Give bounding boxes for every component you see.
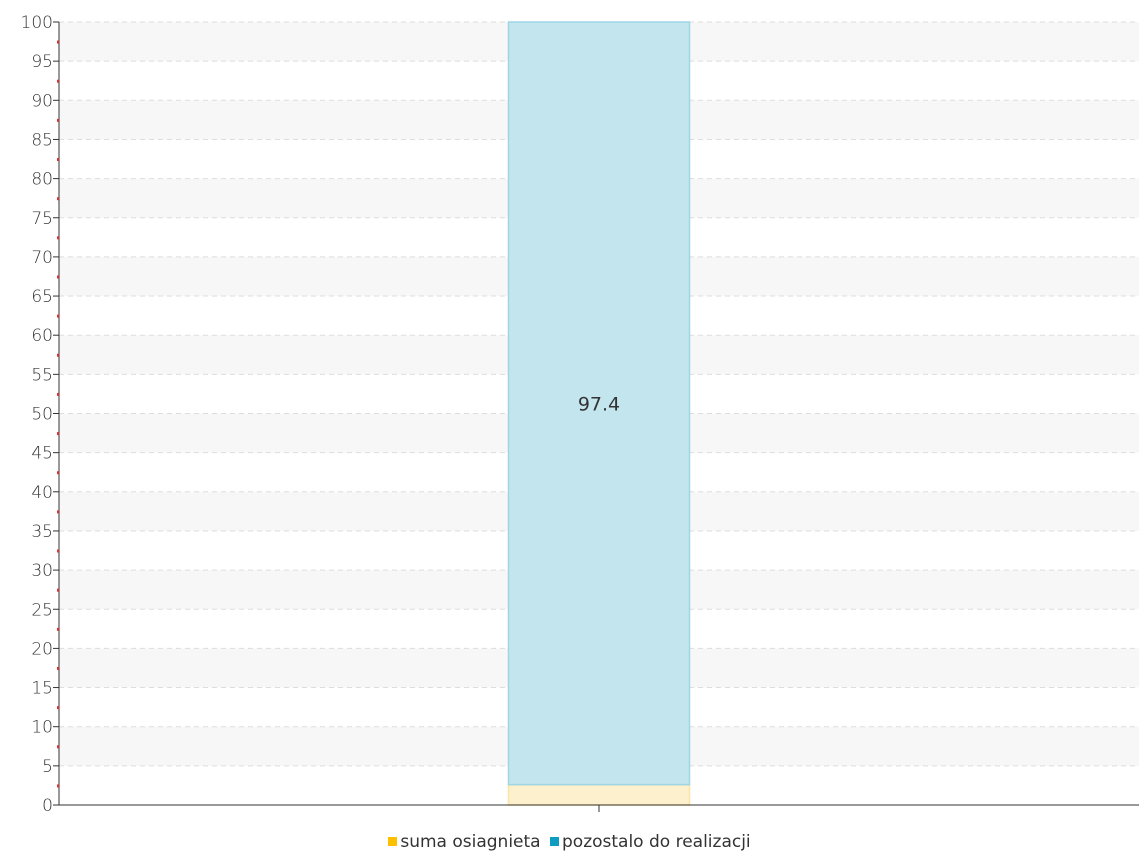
y-minor-marker <box>57 353 59 357</box>
bar-remaining[interactable] <box>507 21 691 786</box>
legend-item-remaining[interactable]: pozostalo do realizacji <box>550 832 751 852</box>
y-tick-label: 15 <box>31 679 53 699</box>
legend-swatch-remaining <box>550 837 559 846</box>
y-minor-marker <box>57 588 59 592</box>
legend-label-achieved: suma osiagnieta <box>400 832 541 852</box>
y-minor-marker <box>57 236 59 240</box>
y-tick-label: 20 <box>31 639 53 659</box>
y-tick-label: 95 <box>31 52 53 72</box>
y-tick-label: 85 <box>31 130 53 150</box>
y-minor-marker <box>57 79 59 83</box>
data-labels: 97.4 <box>578 393 620 415</box>
y-tick-label: 70 <box>31 248 53 268</box>
y-tick-label: 45 <box>31 444 53 464</box>
y-minor-marker <box>57 158 59 162</box>
y-tick-label: 10 <box>31 718 53 738</box>
y-axis-ticks: 0 5 10 15 20 25 30 35 40 45 50 55 60 65 70 75 80 85 90 95 10… <box>21 13 59 816</box>
y-tick-label: 75 <box>31 209 53 229</box>
y-minor-marker <box>57 432 59 436</box>
y-tick-label: 60 <box>31 326 53 346</box>
y-tick-label: 55 <box>31 365 53 385</box>
bar-achieved[interactable] <box>507 783 691 806</box>
legend-label-remaining: pozostalo do realizacji <box>562 832 751 852</box>
y-tick-label: 0 <box>42 796 53 816</box>
y-minor-marker <box>57 118 59 122</box>
y-tick-label: 65 <box>31 287 53 307</box>
y-minor-marker <box>57 549 59 553</box>
y-tick-label: 40 <box>31 483 53 503</box>
y-minor-marker <box>57 784 59 788</box>
y-tick-label: 80 <box>31 170 53 190</box>
y-tick-label: 5 <box>42 757 53 777</box>
bars <box>507 21 691 806</box>
data-label: 97.4 <box>578 393 620 415</box>
y-minor-marker <box>57 510 59 514</box>
y-tick-label: 25 <box>31 600 53 620</box>
y-minor-marker <box>57 392 59 396</box>
y-tick-label: 100 <box>21 13 53 33</box>
y-minor-marker <box>57 627 59 631</box>
legend-swatch-achieved <box>388 837 398 846</box>
y-minor-marker <box>57 40 59 44</box>
legend: suma osiagnieta pozostalo do realizacji <box>0 832 1139 852</box>
y-minor-marker <box>57 197 59 201</box>
y-tick-label: 35 <box>31 522 53 542</box>
y-minor-marker <box>57 275 59 279</box>
y-minor-marker <box>57 666 59 670</box>
legend-item-achieved[interactable]: suma osiagnieta <box>388 832 541 852</box>
y-minor-marker <box>57 706 59 710</box>
y-minor-marker <box>57 314 59 318</box>
y-minor-marker <box>57 745 59 749</box>
y-tick-label: 50 <box>31 405 53 425</box>
y-tick-label: 30 <box>31 561 53 581</box>
y-minor-marker <box>57 471 59 475</box>
y-tick-label: 90 <box>31 91 53 111</box>
